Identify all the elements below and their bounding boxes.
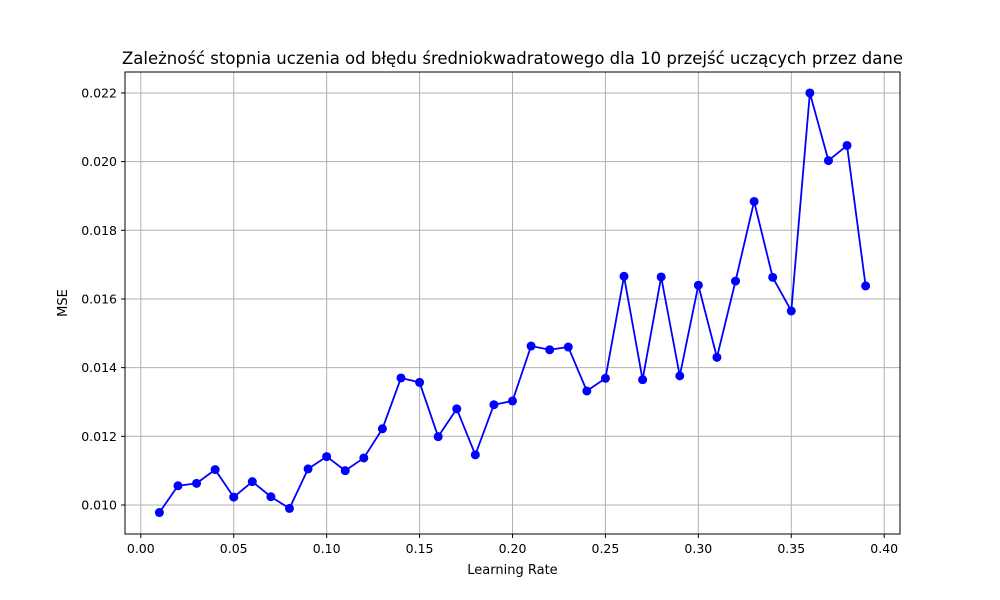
- y-tick-label: 0.016: [81, 291, 117, 306]
- data-point: [415, 377, 425, 387]
- chart-title: Zależność stopnia uczenia od błędu średn…: [122, 49, 903, 68]
- data-point: [154, 508, 164, 518]
- data-point: [675, 371, 685, 381]
- data-point: [322, 452, 332, 462]
- x-tick-label: 0.05: [220, 541, 248, 556]
- x-tick-label: 0.40: [870, 541, 898, 556]
- axis-ticks: 0.00 0.05 0.10 0.15 0.20 0.25 0.30 0.35 0.40 0.01…: [81, 85, 898, 556]
- data-point: [786, 306, 796, 316]
- x-tick-label: 0.00: [127, 541, 155, 556]
- x-tick-label: 0.20: [499, 541, 527, 556]
- data-point: [582, 386, 592, 396]
- data-point: [693, 280, 703, 290]
- y-tick-label: 0.010: [81, 497, 117, 512]
- data-point: [619, 271, 629, 281]
- x-tick-label: 0.30: [684, 541, 712, 556]
- data-point: [229, 492, 239, 502]
- data-point: [656, 272, 666, 282]
- y-tick-label: 0.020: [81, 154, 117, 169]
- data-point: [396, 373, 406, 383]
- y-tick-label: 0.014: [81, 360, 117, 375]
- data-point: [600, 373, 610, 383]
- data-point: [508, 396, 517, 406]
- y-tick-label: 0.022: [81, 85, 117, 100]
- x-axis-label: Learning Rate: [467, 563, 557, 578]
- data-point: [303, 464, 313, 474]
- data-point: [470, 450, 480, 460]
- x-tick-label: 0.15: [406, 541, 434, 556]
- data-point: [545, 345, 555, 355]
- data-point: [452, 404, 462, 414]
- data-point: [247, 477, 257, 487]
- y-axis-label: MSE: [56, 289, 71, 317]
- data-point: [842, 140, 852, 150]
- data-point: [805, 88, 815, 98]
- data-point: [563, 342, 573, 352]
- data-point: [284, 503, 294, 513]
- x-tick-label: 0.25: [592, 541, 620, 556]
- data-point: [173, 481, 183, 491]
- x-tick-label: 0.10: [313, 541, 341, 556]
- data-point: [731, 276, 741, 286]
- data-point: [266, 492, 276, 502]
- y-tick-label: 0.018: [81, 223, 117, 238]
- data-point: [489, 400, 499, 410]
- data-point: [377, 424, 387, 434]
- x-tick-label: 0.35: [777, 541, 805, 556]
- data-point: [526, 341, 536, 351]
- data-point: [749, 196, 759, 206]
- data-point: [712, 352, 722, 362]
- data-point: [861, 281, 871, 291]
- data-point: [340, 466, 350, 476]
- data-point: [192, 478, 202, 488]
- plot-frame: [124, 71, 901, 535]
- data-point: [210, 465, 220, 475]
- data-point: [638, 375, 648, 385]
- y-tick-label: 0.012: [81, 429, 117, 444]
- data-point: [768, 272, 778, 282]
- data-point: [433, 432, 443, 442]
- data-point: [823, 156, 833, 166]
- data-point: [359, 453, 369, 463]
- data-series: [154, 88, 871, 518]
